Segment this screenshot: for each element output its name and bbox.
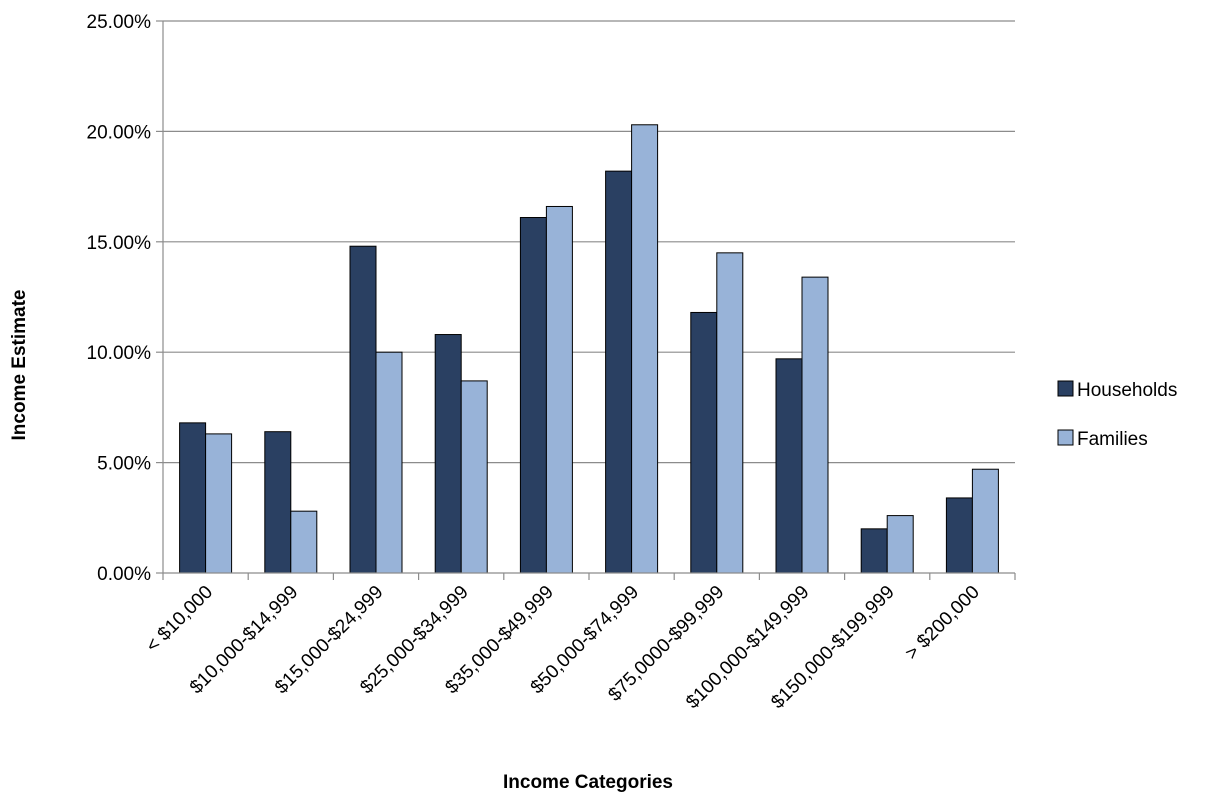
- gridlines: [156, 20, 1016, 580]
- bar-households-1: [264, 431, 292, 574]
- bar-families-0: [205, 433, 233, 574]
- bar-families-6: [716, 252, 744, 574]
- bar-families-2: [375, 351, 403, 574]
- x-tick-label: < $10,000: [142, 582, 217, 657]
- legend: Households Families: [1057, 380, 1177, 450]
- y-tick-labels: 0.00% 5.00% 10.00% 15.00% 20.00% 25.00%: [87, 12, 152, 585]
- y-axis-title: Income Estimate: [9, 290, 30, 441]
- y-tick-label: 5.00%: [97, 454, 151, 475]
- bar-families-5: [631, 124, 659, 574]
- y-tick-label: 25.00%: [87, 12, 152, 33]
- bar-families-9: [971, 468, 999, 574]
- x-tick-label: > $200,000: [901, 582, 983, 664]
- bar-households-6: [690, 311, 718, 574]
- bar-families-4: [545, 205, 573, 574]
- bar-families-3: [460, 380, 488, 574]
- bar-households-5: [605, 170, 633, 574]
- legend-label-households: Households: [1077, 380, 1177, 401]
- bar-households-8: [860, 528, 888, 574]
- bar-families-7: [801, 276, 829, 574]
- bar-households-7: [775, 358, 803, 574]
- y-tick-label: 0.00%: [97, 564, 151, 585]
- bar-households-2: [349, 245, 377, 574]
- bars: [179, 124, 999, 574]
- y-tick-label: 10.00%: [87, 343, 152, 364]
- bar-families-1: [290, 510, 318, 574]
- bar-households-9: [945, 497, 973, 574]
- legend-swatch-households: [1057, 380, 1074, 397]
- bar-households-3: [434, 334, 462, 574]
- y-tick-label: 15.00%: [87, 233, 152, 254]
- bar-households-0: [179, 422, 207, 574]
- legend-label-families: Families: [1077, 429, 1148, 450]
- bar-families-8: [886, 515, 914, 574]
- x-axis-title: Income Categories: [503, 772, 673, 793]
- legend-swatch-families: [1057, 429, 1074, 446]
- x-tick-labels: < $10,000$10,000-$14,999$15,000-$24,999$…: [142, 582, 984, 713]
- bar-households-4: [519, 217, 547, 574]
- axes: [162, 21, 1015, 574]
- y-tick-label: 20.00%: [87, 122, 152, 143]
